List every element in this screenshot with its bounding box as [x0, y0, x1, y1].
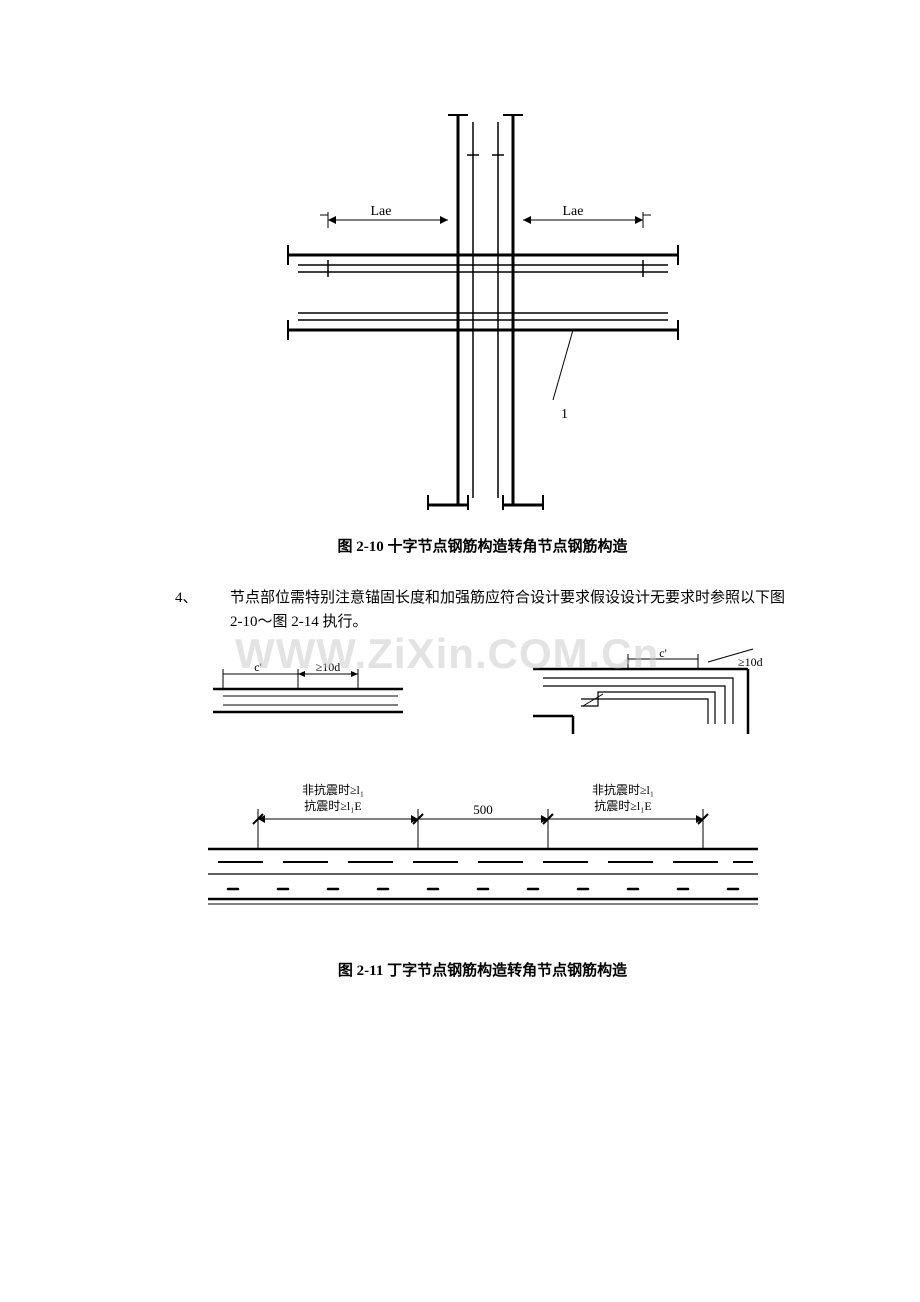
lae-right-label: Lae: [562, 204, 583, 219]
c-prime-left: c': [254, 660, 262, 674]
ten-d-left: ≥10d: [315, 660, 340, 674]
lae-left-label: Lae: [370, 204, 391, 219]
figure-2-11-caption: 图 2-11 丁字节点钢筋构造转角节点钢筋构造: [175, 959, 790, 980]
ten-d-right: ≥10d: [738, 655, 763, 669]
seismic-right: 抗震时≥l₁E: [594, 798, 651, 813]
figure-2-11: c' ≥10d: [175, 644, 790, 944]
seismic-left: 抗震时≥l₁E: [304, 798, 361, 813]
non-seismic-right: 非抗震时≥l₁: [591, 782, 653, 797]
item-text: 节点部位需特别注意锚固长度和加强筋应符合设计要求假设设计无要求时参照以下图 2-…: [230, 586, 790, 634]
non-seismic-left: 非抗震时≥l₁: [301, 782, 363, 797]
corner-label-1: 1: [561, 407, 568, 422]
figure-2-10-caption: 图 2-10 十字节点钢筋构造转角节点钢筋构造: [175, 535, 790, 556]
figure-2-10: Lae Lae 1: [175, 100, 790, 520]
item-number: 4、: [175, 586, 230, 634]
c-prime-right: c': [659, 646, 667, 660]
span-500: 500: [473, 802, 493, 817]
list-item-4: 4、 节点部位需特别注意锚固长度和加强筋应符合设计要求假设设计无要求时参照以下图…: [175, 586, 790, 634]
